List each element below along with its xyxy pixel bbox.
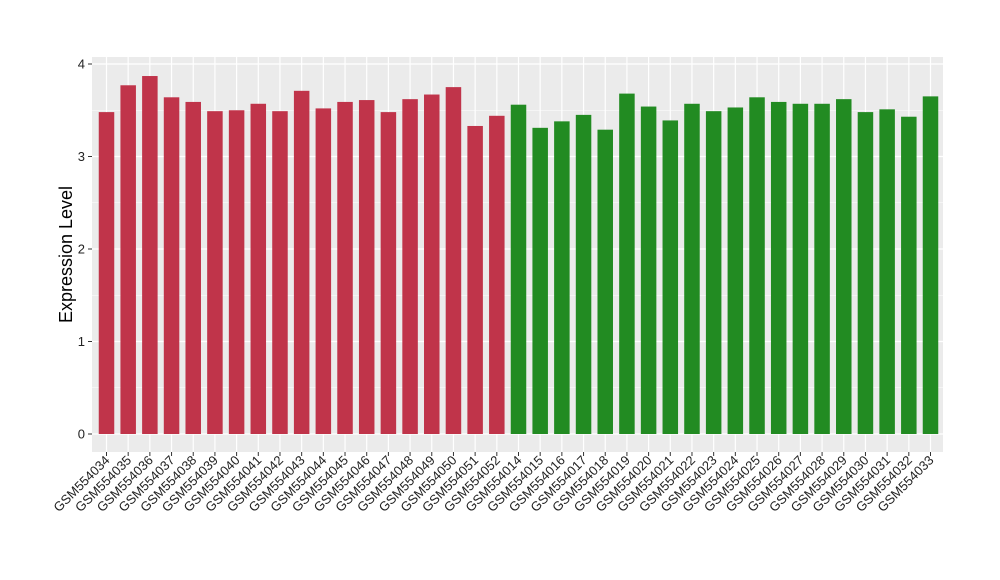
bar-GSM554042 (272, 111, 288, 435)
y-tick-label: 3 (78, 149, 85, 164)
bar-GSM554031 (879, 109, 895, 434)
bar-GSM554014 (510, 104, 527, 434)
bar-GSM554045 (337, 101, 353, 435)
bar-GSM554020 (640, 106, 657, 435)
bar-GSM554035 (120, 85, 136, 435)
bar-GSM554019 (619, 93, 635, 434)
bar-GSM554051 (467, 125, 483, 434)
y-tick-label: 0 (78, 427, 85, 442)
bars (98, 76, 939, 435)
bar-GSM554027 (792, 103, 809, 435)
bar-GSM554022 (684, 103, 700, 435)
bar-GSM554036 (142, 76, 158, 435)
y-tick-label: 1 (78, 334, 85, 349)
bar-GSM554025 (749, 97, 765, 435)
bar-GSM554033 (922, 96, 939, 434)
bar-GSM554030 (857, 112, 874, 434)
bar-GSM554046 (358, 100, 375, 434)
bar-GSM554015 (532, 127, 548, 434)
bar-GSM554018 (597, 129, 613, 435)
bar-GSM554043 (293, 90, 310, 434)
bar-GSM554044 (315, 108, 332, 435)
bar-GSM554048 (402, 99, 418, 435)
bar-GSM554032 (901, 116, 917, 434)
bar-GSM554049 (424, 94, 440, 435)
bar-GSM554039 (207, 111, 223, 435)
bar-GSM554026 (770, 101, 787, 435)
bar-GSM554050 (445, 87, 462, 434)
bar-GSM554047 (380, 112, 397, 434)
bar-GSM554038 (185, 101, 201, 435)
bar-GSM554040 (228, 110, 245, 434)
bar-GSM554028 (814, 103, 830, 435)
y-tick-label: 2 (78, 242, 85, 257)
bar-GSM554052 (489, 115, 505, 435)
bar-GSM554017 (575, 114, 592, 434)
y-tick-label: 4 (78, 57, 85, 72)
bar-GSM554041 (250, 103, 267, 435)
bar-GSM554024 (727, 107, 744, 434)
bar-GSM554037 (163, 97, 180, 435)
bar-GSM554021 (662, 120, 679, 435)
bar-GSM554029 (836, 99, 852, 435)
bar-GSM554034 (98, 112, 115, 434)
y-axis-title: Expression Level (56, 186, 76, 323)
bar-GSM554023 (705, 111, 722, 435)
bar-GSM554016 (554, 121, 570, 434)
x-axis: GSM554034GSM554035GSM554036GSM554037GSM5… (50, 452, 937, 515)
y-axis: 0 1 2 3 4 (78, 57, 92, 442)
